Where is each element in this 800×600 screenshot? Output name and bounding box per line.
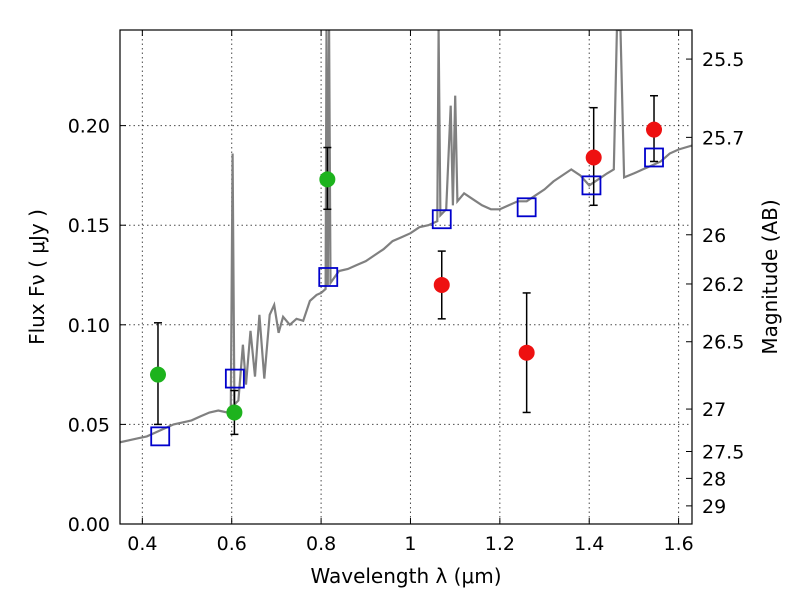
axis-ticks: 0.4 0.6 0.8 1 1.2 1.4 1.6 0.00 0.05 0.10 0.15 0.20 2… — [68, 30, 744, 555]
model-bandpass-marker — [224, 368, 245, 389]
x-tick-label: 1 — [404, 533, 416, 555]
model-bandpass-marker — [318, 267, 339, 287]
measured-nir-point — [518, 344, 535, 361]
plot-frame — [119, 29, 693, 525]
y-tick-label: 0.10 — [68, 315, 110, 337]
y-axis-label: Flux Fν ( μJy ) — [25, 209, 49, 345]
right-y-tick-label: 29 — [702, 496, 726, 518]
y-tick-label: 0.15 — [68, 215, 110, 237]
right-y-axis-label: Magnitude (AB) — [758, 199, 782, 354]
measured-optical-point — [226, 404, 243, 421]
measured-optical-point — [319, 171, 336, 188]
right-y-tick-label: 26.5 — [702, 332, 744, 354]
x-tick-label: 0.6 — [217, 533, 247, 555]
right-y-tick-label: 28 — [702, 468, 726, 490]
right-y-tick-label: 27.5 — [702, 441, 744, 463]
x-tick-label: 1.2 — [485, 533, 515, 555]
x-tick-label: 1.4 — [574, 533, 604, 555]
model-bandpass-marker — [150, 426, 171, 447]
error-bars-layer — [153, 94, 659, 436]
model-bandpass-marker — [644, 147, 664, 168]
y-tick-label: 0.00 — [68, 514, 110, 536]
x-axis-label: Wavelength λ (μm) — [310, 564, 501, 588]
x-tick-label: 0.8 — [306, 533, 336, 555]
y-tick-label: 0.05 — [68, 414, 110, 436]
right-y-tick-label: 26.2 — [702, 274, 744, 296]
data-markers-layer — [149, 121, 664, 447]
grid — [120, 30, 692, 525]
right-y-tick-label: 26 — [702, 225, 726, 247]
right-y-tick-label: 25.5 — [702, 49, 744, 71]
x-tick-label: 1.6 — [663, 533, 693, 555]
right-y-tick-label: 25.7 — [702, 127, 744, 149]
measured-nir-point — [646, 121, 663, 138]
measured-optical-point — [149, 366, 166, 383]
model-bandpass-marker — [516, 197, 537, 218]
template-spectrum-line — [120, 30, 692, 444]
x-tick-label: 0.4 — [127, 533, 157, 555]
model-bandpass-marker — [581, 175, 602, 196]
y-tick-label: 0.20 — [68, 116, 110, 138]
measured-nir-point — [433, 276, 450, 293]
template-spectrum-layer — [120, 30, 692, 444]
model-bandpass-marker — [431, 209, 452, 230]
right-y-tick-label: 27 — [702, 399, 726, 421]
measured-nir-point — [585, 149, 602, 166]
